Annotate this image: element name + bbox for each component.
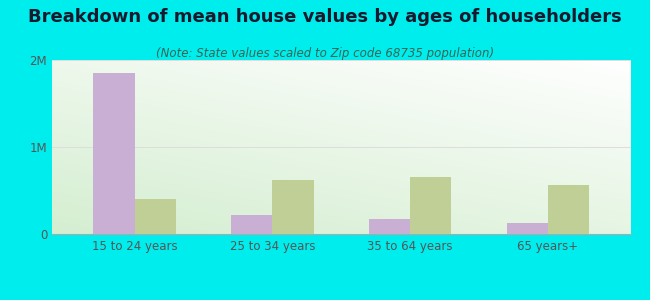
- Bar: [506, 223, 548, 234]
- Text: Breakdown of mean house values by ages of householders: Breakdown of mean house values by ages o…: [28, 8, 622, 26]
- Bar: [410, 178, 452, 234]
- Bar: [94, 73, 135, 234]
- Bar: [231, 215, 272, 234]
- Bar: [135, 199, 176, 234]
- Text: (Note: State values scaled to Zip code 68735 population): (Note: State values scaled to Zip code 6…: [156, 46, 494, 59]
- Bar: [548, 185, 589, 234]
- Bar: [369, 219, 410, 234]
- Bar: [272, 180, 314, 234]
